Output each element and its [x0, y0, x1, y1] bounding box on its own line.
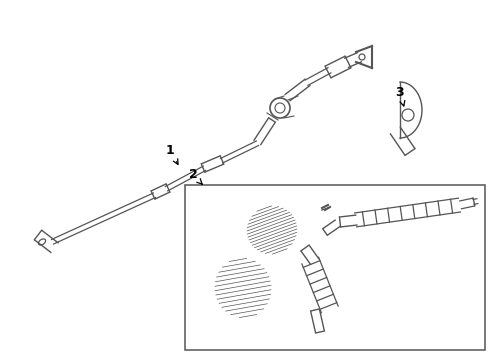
Bar [184, 185, 484, 350]
Text: 1: 1 [165, 144, 178, 165]
Text: 3: 3 [395, 86, 404, 106]
Text: 2: 2 [188, 168, 202, 184]
